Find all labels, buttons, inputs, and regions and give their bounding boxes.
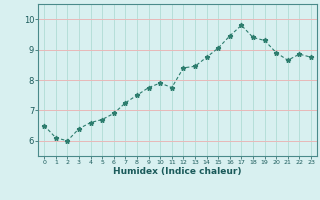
- X-axis label: Humidex (Indice chaleur): Humidex (Indice chaleur): [113, 167, 242, 176]
